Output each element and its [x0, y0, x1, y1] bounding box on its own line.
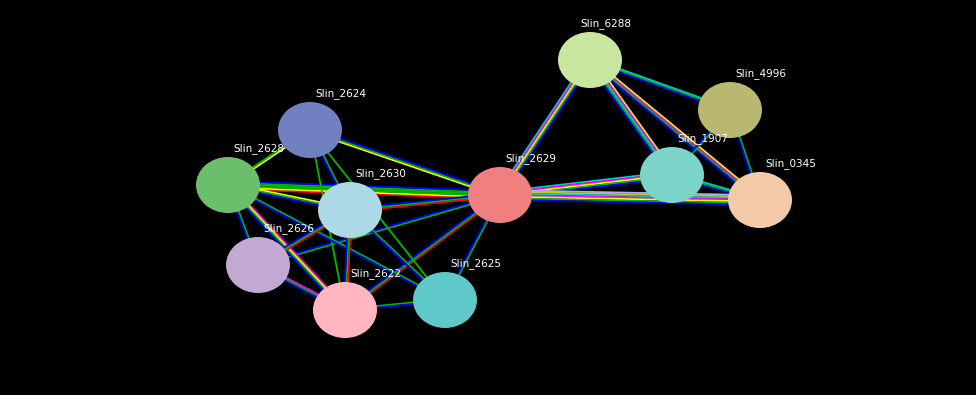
Ellipse shape: [640, 147, 704, 203]
Ellipse shape: [413, 272, 477, 328]
Text: Slin_4996: Slin_4996: [735, 68, 786, 79]
Text: Slin_2622: Slin_2622: [350, 268, 401, 279]
Ellipse shape: [278, 102, 342, 158]
Ellipse shape: [468, 167, 532, 223]
Ellipse shape: [196, 157, 260, 213]
Ellipse shape: [318, 182, 382, 238]
Text: Slin_1907: Slin_1907: [677, 133, 728, 144]
Ellipse shape: [558, 32, 622, 88]
Text: Slin_2626: Slin_2626: [263, 223, 314, 234]
Ellipse shape: [698, 82, 762, 138]
Text: Slin_2630: Slin_2630: [355, 168, 406, 179]
Ellipse shape: [313, 282, 377, 338]
Text: Slin_2628: Slin_2628: [233, 143, 284, 154]
Text: Slin_2624: Slin_2624: [315, 88, 366, 99]
Text: Slin_2629: Slin_2629: [505, 153, 556, 164]
Ellipse shape: [728, 172, 792, 228]
Text: Slin_0345: Slin_0345: [765, 158, 816, 169]
Ellipse shape: [226, 237, 290, 293]
Text: Slin_2625: Slin_2625: [450, 258, 501, 269]
Text: Slin_6288: Slin_6288: [580, 18, 631, 29]
